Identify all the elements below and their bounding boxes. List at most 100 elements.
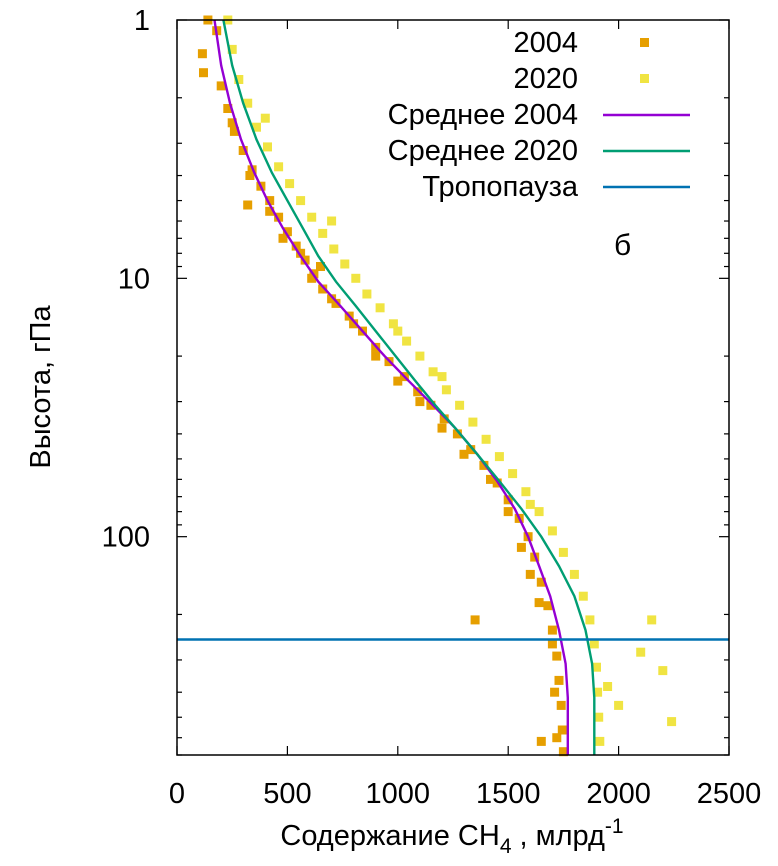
point-2004 (291, 241, 301, 251)
point-2004 (307, 273, 317, 283)
point-2020 (593, 687, 603, 697)
point-2004 (316, 262, 325, 271)
point-2004 (349, 319, 359, 329)
point-2020 (558, 547, 568, 557)
point-2004 (238, 146, 248, 155)
point-2004 (318, 284, 328, 294)
point-2004 (199, 68, 208, 78)
point-2004 (552, 733, 562, 743)
point-2020 (243, 98, 253, 108)
point-2020 (375, 303, 385, 313)
point-2020 (234, 75, 244, 84)
point-2004 (223, 104, 233, 113)
point-2004 (536, 577, 546, 587)
point-2004 (439, 414, 449, 424)
point-2020 (252, 122, 261, 132)
point-2004 (547, 639, 557, 649)
point-2004 (282, 227, 292, 237)
point-2020 (525, 499, 535, 509)
point-2004 (554, 675, 564, 685)
point-2020 (393, 326, 403, 336)
point-2004 (278, 233, 288, 243)
point-2004 (550, 687, 560, 697)
legend: 2004 2020 Среднее 2004 Среднее 2020 Тропопау… (388, 27, 690, 203)
point-2020 (614, 700, 624, 710)
plot-frame (176, 19, 730, 756)
point-2004 (470, 615, 480, 625)
point-2020 (329, 244, 339, 254)
point-2004 (216, 81, 226, 91)
point-2020 (227, 44, 237, 54)
point-2004 (552, 651, 562, 661)
point-2020 (307, 212, 317, 222)
ticks-layer: 0 500 1000 1500 2000 2500 1 10 100 (102, 5, 762, 810)
point-2020 (592, 662, 601, 672)
legend-label: Тропопауза (422, 171, 578, 203)
point-2020 (603, 682, 613, 691)
y-tick-label: 100 (102, 522, 150, 554)
point-2020 (285, 179, 295, 189)
point-2020 (388, 319, 398, 329)
x-axis-label-mid: , млрд (512, 820, 605, 852)
point-2020 (415, 351, 425, 361)
point-2004 (274, 212, 284, 222)
point-2020 (340, 259, 350, 269)
x-tick-label: 1000 (366, 778, 431, 810)
point-2004 (197, 49, 207, 59)
point-2020 (534, 507, 544, 517)
x-tick-label: 1500 (476, 778, 541, 810)
point-2020 (636, 647, 646, 657)
point-2020 (428, 367, 438, 377)
point-2020 (296, 196, 306, 206)
point-2004 (452, 429, 462, 439)
point-2020 (578, 591, 588, 601)
point-2020 (481, 434, 491, 444)
x-tick-label: 0 (169, 778, 185, 810)
point-2004 (331, 298, 341, 308)
legend-marker (640, 38, 649, 47)
point-2020 (362, 289, 372, 299)
legend-label: Среднее 2020 (388, 135, 578, 167)
y-tick-label: 1 (134, 5, 150, 37)
point-2004 (503, 507, 513, 517)
y-tick-label: 10 (118, 263, 150, 295)
point-2020 (508, 469, 518, 479)
point-2004 (525, 569, 535, 579)
x-tick-label: 2500 (697, 778, 762, 810)
x-axis-label-superscript: -1 (605, 815, 624, 838)
point-2004 (558, 747, 568, 757)
x-axis-label-subscript: 4 (500, 835, 512, 858)
point-2020 (437, 372, 447, 382)
point-2004 (300, 255, 310, 265)
point-2004 (227, 118, 237, 128)
point-2004 (479, 460, 489, 470)
x-axis-label: Содержание CH4 , млрд-1 (280, 815, 623, 858)
legend-label: 2004 (513, 27, 578, 59)
point-2020 (595, 736, 605, 746)
point-2020 (327, 216, 337, 226)
point-2004 (413, 387, 423, 397)
point-2004 (415, 397, 425, 407)
y-axis-label: Высота, гПа (25, 305, 57, 469)
point-2020 (594, 712, 604, 722)
point-2004 (557, 725, 567, 735)
point-2020 (402, 336, 412, 346)
point-2020 (658, 666, 668, 676)
point-2004 (547, 625, 557, 635)
point-2004 (327, 294, 337, 304)
point-2004 (486, 474, 495, 484)
point-2004 (265, 196, 275, 206)
point-2004 (296, 248, 306, 258)
point-2020 (647, 615, 657, 625)
x-tick-label: 500 (263, 778, 311, 810)
point-2020 (494, 452, 504, 462)
point-2004 (459, 449, 469, 459)
point-2004 (393, 376, 403, 386)
x-axis-label-prefix: Содержание CH (280, 820, 499, 852)
point-2020 (667, 717, 677, 727)
point-2004 (437, 423, 447, 433)
mean-line-2 (213, 19, 569, 755)
point-2020 (260, 113, 270, 123)
point-2020 (263, 142, 272, 152)
